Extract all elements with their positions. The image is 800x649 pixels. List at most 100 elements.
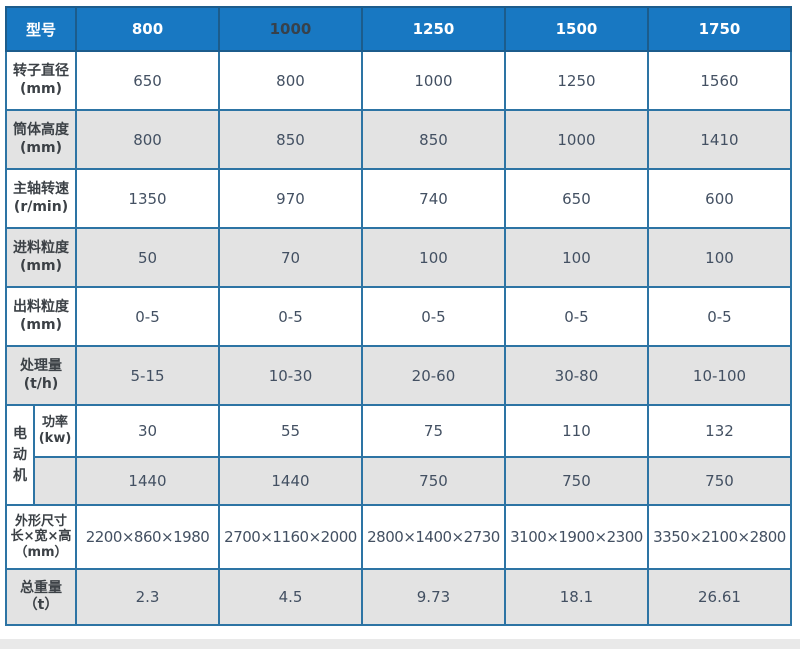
- row-label-dimensions: 外形尺寸 长×宽×高 （mm）: [4, 504, 78, 570]
- row-total-weight: 总重量 （t） 2.3 4.5 9.73 18.1 26.61: [4, 568, 793, 626]
- cell-value: 10-30: [218, 345, 363, 406]
- cell-value: 1000: [360, 50, 506, 111]
- cell-value: 1250: [503, 50, 649, 111]
- motor-speed-label: [32, 456, 78, 506]
- header-model-label: 型号: [4, 6, 78, 52]
- cell-value: 9.73: [360, 568, 506, 626]
- cell-value: 750: [646, 456, 793, 506]
- cell-value: 5-15: [75, 345, 220, 406]
- row-label-unit: (t/h): [23, 375, 59, 392]
- cell-value: 30-80: [503, 345, 649, 406]
- spec-table: 型号 800 1000 1250 1500 1750 转子直径 (mm) 650…: [4, 6, 793, 626]
- row-motor-speed: 1440 1440 750 750 750: [6, 456, 793, 506]
- row-label-unit: （t）: [23, 597, 59, 613]
- dims-label-unit: （mm）: [14, 544, 68, 560]
- cell-value: 2200×860×1980: [75, 504, 220, 570]
- row-label-cylinder-height: 筒体高度 (mm): [4, 109, 78, 170]
- header-row: 型号 800 1000 1250 1500 1750: [4, 6, 793, 52]
- row-spindle-speed: 主轴转速 (r/min) 1350 970 740 650 600: [4, 168, 793, 229]
- cell-value: 0-5: [646, 286, 793, 347]
- cell-value: 50: [75, 227, 220, 288]
- row-label-text: 转子直径: [13, 63, 69, 79]
- cell-value: 10-100: [646, 345, 793, 406]
- cell-value: 26.61: [646, 568, 793, 626]
- cell-value: 1560: [646, 50, 793, 111]
- row-label-unit: (mm): [20, 316, 62, 333]
- header-model-1750: 1750: [646, 6, 793, 52]
- cell-value: 110: [503, 404, 649, 458]
- cell-value: 800: [75, 109, 220, 170]
- header-model-1250: 1250: [360, 6, 506, 52]
- cell-value: 0-5: [360, 286, 506, 347]
- row-rotor-diameter: 转子直径 (mm) 650 800 1000 1250 1560: [4, 50, 793, 111]
- cell-value: 0-5: [75, 286, 220, 347]
- cell-value: 2.3: [75, 568, 220, 626]
- cell-value: 970: [218, 168, 363, 229]
- cell-value: 100: [503, 227, 649, 288]
- cell-value: 75: [360, 404, 506, 458]
- cell-value: 750: [503, 456, 649, 506]
- cell-value: 3350×2100×2800: [646, 504, 793, 570]
- cell-value: 800: [218, 50, 363, 111]
- cell-value: 650: [503, 168, 649, 229]
- row-discharge-size: 出料粒度 (mm) 0-5 0-5 0-5 0-5 0-5: [4, 286, 793, 347]
- motor-group-label: 电动机: [5, 404, 35, 506]
- motor-power-unit: (kw): [38, 431, 72, 446]
- cell-value: 750: [360, 456, 506, 506]
- cell-value: 4.5: [218, 568, 363, 626]
- row-label-unit: (mm): [20, 139, 62, 156]
- header-model-1500: 1500: [503, 6, 649, 52]
- cell-value: 2700×1160×2000: [218, 504, 363, 570]
- header-model-1000: 1000: [218, 6, 363, 52]
- row-capacity: 处理量 (t/h) 5-15 10-30 20-60 30-80 10-100: [4, 345, 793, 406]
- motor-power-label: 功率 (kw): [32, 404, 78, 458]
- header-model-800: 800: [75, 6, 220, 52]
- row-label-unit: (mm): [20, 257, 62, 274]
- row-feed-size: 进料粒度 (mm) 50 70 100 100 100: [4, 227, 793, 288]
- row-dimensions: 外形尺寸 长×宽×高 （mm） 2200×860×1980 2700×1160×…: [4, 504, 793, 570]
- cell-value: 132: [646, 404, 793, 458]
- cell-value: 70: [218, 227, 363, 288]
- cell-value: 55: [218, 404, 363, 458]
- cell-value: 850: [218, 109, 363, 170]
- dims-label-line2: 长×宽×高: [10, 529, 72, 545]
- cell-value: 1410: [646, 109, 793, 170]
- dims-label-line1: 外形尺寸: [15, 513, 68, 529]
- cell-value: 600: [646, 168, 793, 229]
- row-label-text: 处理量: [20, 358, 62, 374]
- cell-value: 850: [360, 109, 506, 170]
- row-label-text: 出料粒度: [13, 299, 69, 315]
- cell-value: 1000: [503, 109, 649, 170]
- row-label-total-weight: 总重量 （t）: [4, 568, 78, 626]
- row-label-unit: (r/min): [13, 198, 69, 215]
- cell-value: 650: [75, 50, 220, 111]
- row-motor-power: 电动机 功率 (kw) 30 55 75 110 132: [5, 404, 793, 506]
- cell-value: 18.1: [503, 568, 649, 626]
- cell-value: 1440: [218, 456, 363, 506]
- cell-value: 740: [360, 168, 506, 229]
- row-label-text: 进料粒度: [13, 240, 69, 256]
- cell-value: 2800×1400×2730: [360, 504, 506, 570]
- page-bottom-strip: [0, 639, 800, 649]
- cell-value: 20-60: [360, 345, 506, 406]
- cell-value: 100: [646, 227, 793, 288]
- cell-value: 0-5: [503, 286, 649, 347]
- row-label-unit: (mm): [20, 80, 62, 97]
- row-cylinder-height: 筒体高度 (mm) 800 850 850 1000 1410: [4, 109, 793, 170]
- row-label-feed-size: 进料粒度 (mm): [4, 227, 78, 288]
- cell-value: 3100×1900×2300: [503, 504, 649, 570]
- row-label-rotor-diameter: 转子直径 (mm): [4, 50, 78, 111]
- cell-value: 0-5: [218, 286, 363, 347]
- cell-value: 1440: [75, 456, 220, 506]
- cell-value: 1350: [75, 168, 220, 229]
- row-label-capacity: 处理量 (t/h): [4, 345, 78, 406]
- cell-value: 30: [75, 404, 220, 458]
- motor-group-label-text: 电动机: [13, 425, 27, 484]
- row-label-text: 筒体高度: [13, 122, 69, 138]
- page: 型号 800 1000 1250 1500 1750 转子直径 (mm) 650…: [0, 6, 800, 649]
- row-label-discharge-size: 出料粒度 (mm): [4, 286, 78, 347]
- cell-value: 100: [360, 227, 506, 288]
- row-label-spindle-speed: 主轴转速 (r/min): [4, 168, 78, 229]
- row-label-text: 总重量: [20, 579, 62, 596]
- row-label-text: 主轴转速: [13, 181, 69, 197]
